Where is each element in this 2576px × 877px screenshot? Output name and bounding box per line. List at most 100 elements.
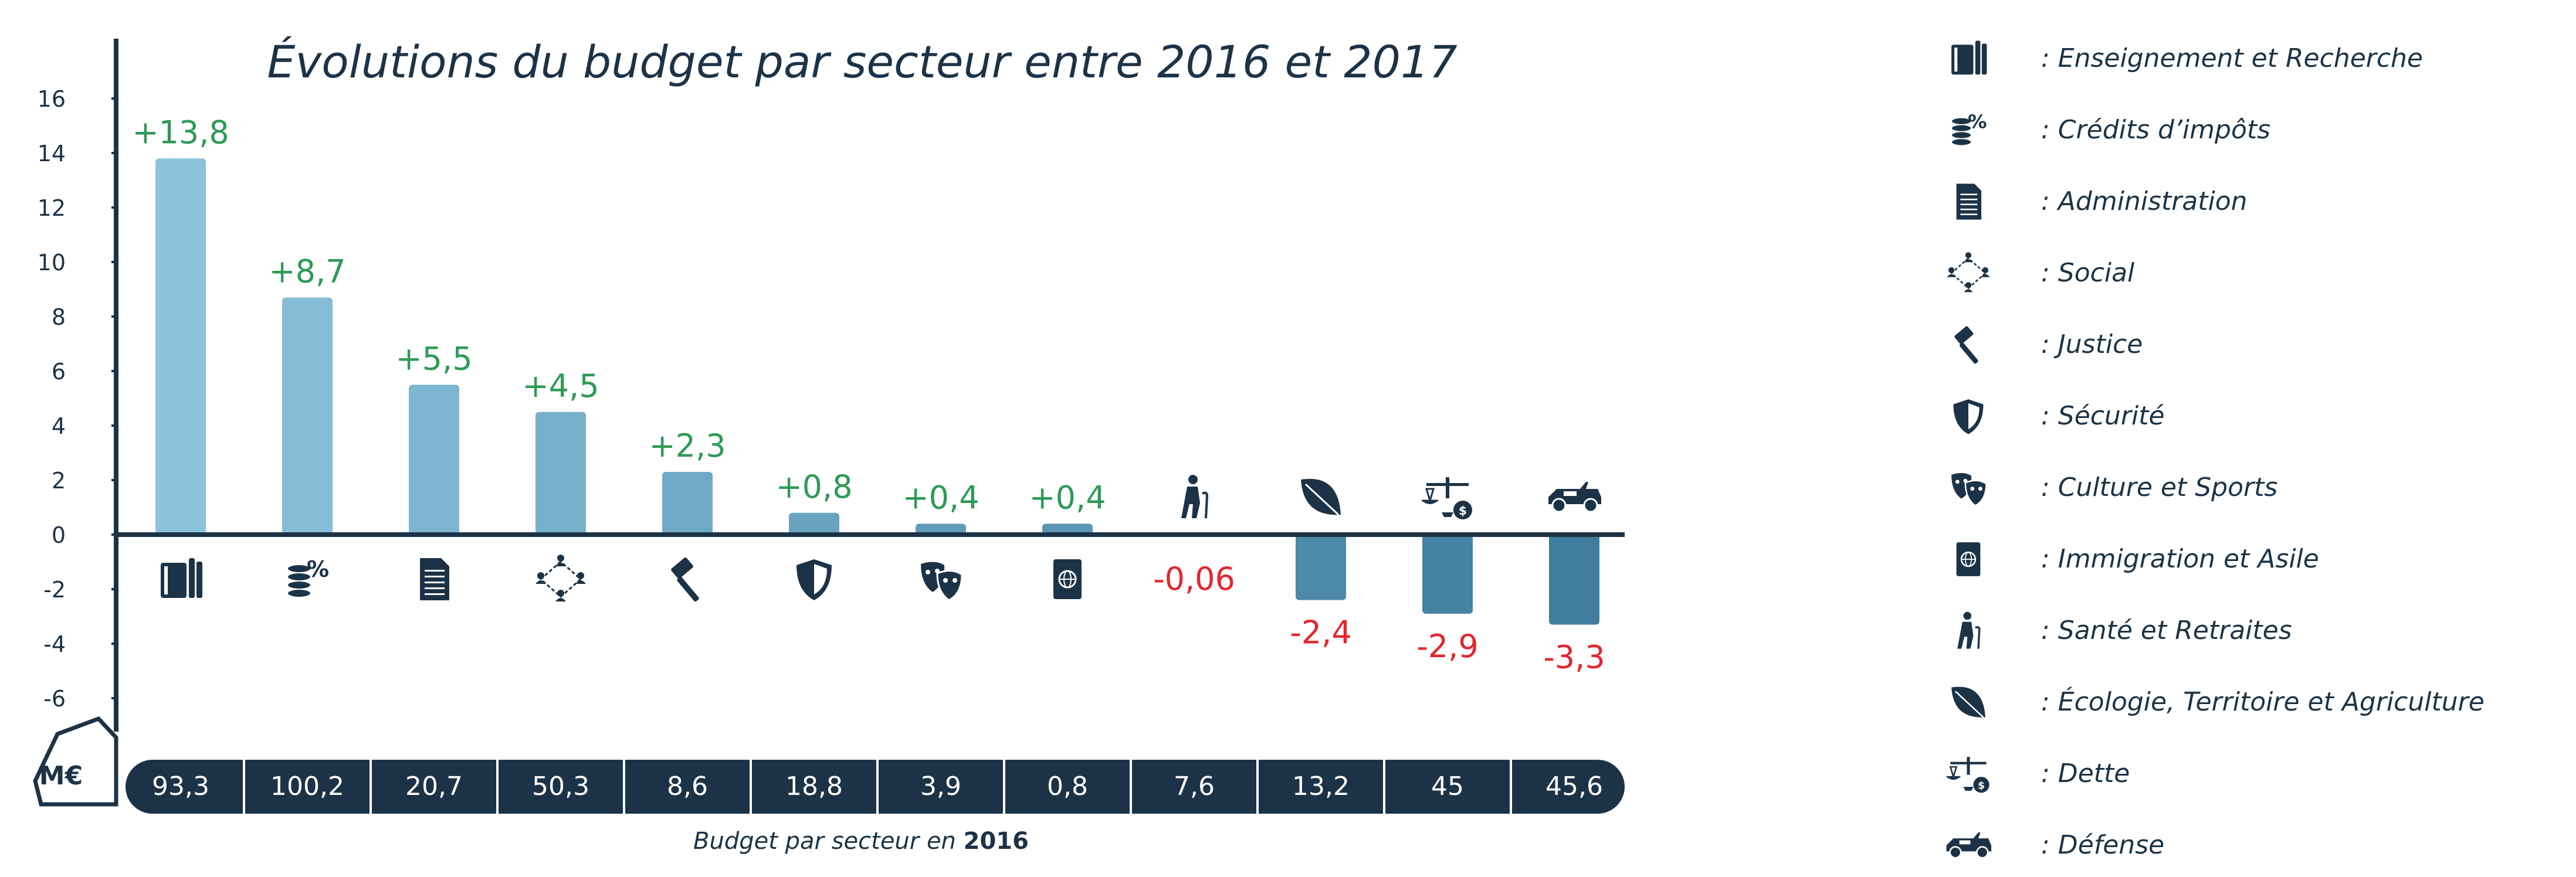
bar: [916, 524, 966, 535]
books-icon: [161, 558, 202, 598]
bar: [1296, 535, 1346, 600]
leaf-icon: [1301, 478, 1341, 516]
bar: [155, 158, 206, 535]
theater-masks-icon: [1951, 473, 1987, 507]
legend-item: $ : Dette: [1946, 757, 2130, 793]
bar: [1549, 535, 1599, 625]
budget-2016-row: 93,3 100,2 20,7 50,3 8,6 18,8 3,9 0,8 7,6 13,2 45 4…: [126, 760, 1625, 814]
legend-label: : Culture et Sports: [2041, 473, 2277, 502]
value-labels: +13,8 +8,7 +5,5 +4,5 +2,3 +0,8 +0,4 +0,4 -0,06 -2…: [132, 114, 1605, 675]
legend-item: % : Crédits d’impôts: [1951, 111, 2270, 147]
coins-percent-icon: %: [287, 556, 329, 598]
unit-badge: M€: [33, 716, 118, 807]
legend-item: : Défense: [1946, 830, 2164, 860]
leaf-icon: [1951, 686, 1985, 718]
legend-item: : Social: [1947, 252, 2135, 293]
budget-value: 20,7: [405, 771, 463, 801]
y-tick-label: -2: [43, 577, 66, 603]
legend-label: : Immigration et Asile: [2041, 544, 2319, 574]
legend-item: : Culture et Sports: [1951, 473, 2277, 507]
gavel-icon: [671, 557, 699, 602]
document-icon: [420, 558, 449, 600]
legend: : Enseignement et Recherche% : Crédits d’…: [1946, 40, 2485, 860]
value-label: +0,8: [775, 468, 852, 505]
bar: [535, 412, 586, 535]
military-jeep-icon: [1548, 482, 1601, 513]
value-label: +13,8: [132, 114, 229, 151]
passport-icon: [1053, 559, 1082, 599]
bar-series: [116, 158, 1625, 625]
legend-label: : Crédits d’impôts: [2041, 115, 2270, 145]
budget-caption: Budget par secteur en 2016: [693, 828, 1029, 855]
legend-item: : Sécurité: [1953, 399, 2165, 434]
network-people-icon: [1947, 252, 1990, 293]
y-tick-label: -4: [43, 631, 66, 657]
budget-value: 3,9: [920, 771, 961, 801]
scales-icon: $: [1946, 757, 1989, 793]
y-tick-label: -6: [43, 686, 66, 712]
bar: [789, 512, 839, 535]
gavel-icon: [1954, 326, 1978, 364]
military-jeep-icon: [1946, 832, 1992, 859]
y-tick-label: 12: [38, 195, 66, 221]
shield-icon: [1953, 399, 1984, 434]
value-label: +2,3: [649, 427, 726, 464]
y-axis: 16 14 12 10 8 6 4 2 0 -2 -4 -6: [38, 39, 118, 732]
legend-item: : Immigration et Asile: [1956, 542, 2319, 576]
legend-label: : Dette: [2041, 759, 2130, 788]
svg-text:$: $: [1459, 504, 1467, 518]
budget-value: 45,6: [1545, 771, 1603, 801]
elderly-person-icon: [1181, 475, 1209, 519]
budget-value: 50,3: [532, 771, 589, 801]
y-tick-label: 2: [52, 468, 66, 494]
legend-item: : Enseignement et Recherche: [1951, 40, 2423, 75]
value-label: -3,3: [1543, 638, 1605, 675]
legend-label: : Sécurité: [2041, 401, 2165, 431]
budget-row-background: [126, 760, 1625, 814]
caption-prefix: Budget par secteur en: [693, 828, 964, 855]
legend-item: : Administration: [1956, 183, 2248, 220]
budget-value: 45: [1431, 771, 1464, 801]
value-label: -2,4: [1290, 614, 1351, 651]
svg-text:$: $: [1978, 780, 1985, 792]
unit-badge-label: M€: [39, 761, 83, 791]
value-label: +0,4: [1029, 479, 1106, 516]
bar: [409, 385, 459, 535]
coins-percent-icon: %: [1951, 111, 1987, 147]
legend-label: : Santé et Retraites: [2041, 616, 2292, 645]
legend-label: : Enseignement et Recherche: [2041, 43, 2423, 73]
budget-value: 7,6: [1174, 771, 1215, 801]
value-label: -2,9: [1416, 628, 1478, 665]
bar: [1042, 524, 1093, 535]
category-icons: %$: [161, 475, 1601, 602]
y-tick-label: 0: [52, 522, 66, 548]
value-label: +4,5: [522, 368, 599, 404]
value-label: +5,5: [395, 340, 472, 377]
legend-label: : Justice: [2041, 329, 2143, 359]
scales-icon: $: [1422, 477, 1472, 519]
legend-item: : Santé et Retraites: [1957, 611, 2292, 649]
value-label: +0,4: [902, 479, 979, 516]
budget-value: 100,2: [270, 771, 344, 801]
legend-label: : Social: [2041, 258, 2135, 288]
budget-value: 8,6: [667, 771, 708, 801]
legend-label: : Écologie, Territoire et Agriculture: [2041, 686, 2485, 717]
y-tick-label: 14: [38, 141, 66, 166]
y-tick-label: 16: [38, 86, 66, 112]
y-tick-label: 6: [52, 359, 66, 385]
document-icon: [1956, 183, 1982, 220]
books-icon: [1951, 40, 1987, 75]
legend-label: : Défense: [2041, 830, 2164, 860]
badge-shape: [33, 716, 118, 807]
budget-value: 18,8: [785, 771, 843, 801]
svg-text:%: %: [1968, 111, 1987, 133]
legend-item: : Écologie, Territoire et Agriculture: [1951, 686, 2485, 718]
bar: [1422, 535, 1473, 614]
y-tick-label: 10: [38, 250, 66, 276]
legend-label: : Administration: [2041, 186, 2248, 216]
elderly-person-icon: [1957, 611, 1981, 649]
shield-icon: [796, 559, 832, 600]
budget-value: 93,3: [152, 771, 209, 801]
theater-masks-icon: [921, 562, 963, 601]
